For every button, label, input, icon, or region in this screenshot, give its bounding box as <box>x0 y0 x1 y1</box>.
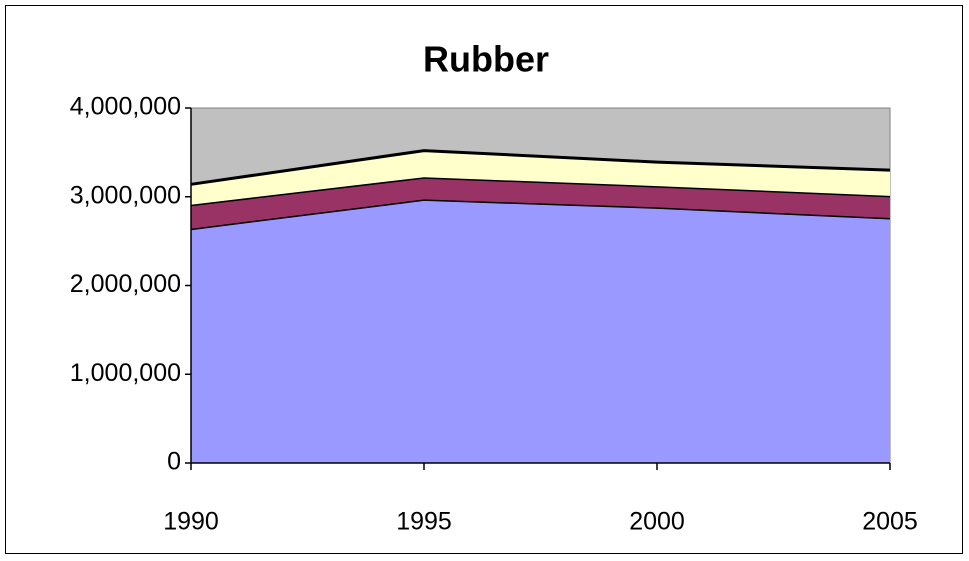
x-tick-label: 2005 <box>862 508 918 536</box>
area <box>191 199 890 463</box>
area-outline <box>190 149 891 186</box>
y-tick-label: 1,000,000 <box>70 359 181 387</box>
x-tick-label: 1995 <box>396 508 452 536</box>
y-tick-label: 2,000,000 <box>70 270 181 298</box>
chart-title: Rubber <box>423 39 549 80</box>
area <box>191 177 890 229</box>
y-tick-label: 3,000,000 <box>70 181 181 209</box>
x-tick-label: 2000 <box>629 508 685 536</box>
y-tick-label: 4,000,000 <box>70 93 181 121</box>
x-tick-label: 1990 <box>163 508 219 536</box>
y-tick-label: 0 <box>167 448 181 476</box>
